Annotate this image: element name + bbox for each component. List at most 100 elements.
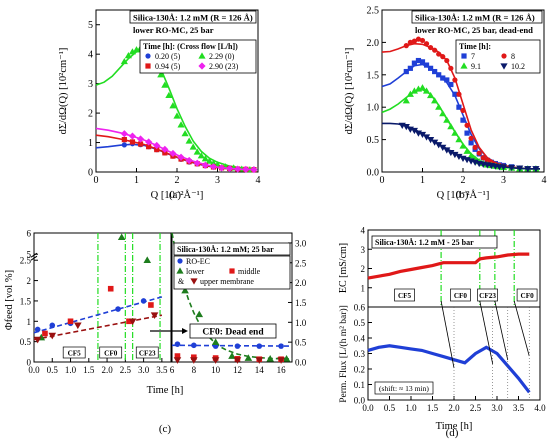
trend-line <box>33 296 163 334</box>
data-point <box>432 47 438 53</box>
annotation-frame <box>189 323 277 339</box>
y-axis-tick-label: 2 <box>88 109 93 120</box>
data-point <box>173 112 181 119</box>
x-axis-tick-label: 2 <box>461 175 466 186</box>
data-point <box>448 81 454 88</box>
annotation: (shift: ≈ 13 min) <box>379 384 429 393</box>
x-axis-tick-label: 0 <box>94 175 99 186</box>
x-axis-tick-label: 0 <box>380 175 385 186</box>
data-point <box>467 152 475 159</box>
data-point <box>228 352 236 359</box>
data-point <box>464 122 470 128</box>
trend-line <box>33 314 163 341</box>
legend-marker <box>460 62 468 69</box>
x-axis-tick-label: 2.5 <box>470 403 482 413</box>
data-point <box>422 87 431 94</box>
bottom-y-axis-label: Perm. Flux [L/(h m² bar)] <box>338 305 349 403</box>
chart-title: Silica-130Å: 1.2 mM (R = 126 Å) <box>133 13 253 23</box>
legend-label: & <box>178 277 185 286</box>
left-x-axis-tick-label: 2.5 <box>120 365 132 375</box>
title-frame <box>173 242 291 256</box>
y-axis-tick-label: 3 <box>88 79 93 90</box>
axis-break-mark <box>30 255 38 261</box>
data-point <box>33 336 42 344</box>
data-point <box>443 147 451 154</box>
x-axis-tick-label: 4 <box>256 175 261 186</box>
data-point <box>136 135 145 143</box>
data-point <box>277 357 285 364</box>
legend-label: lower <box>186 267 205 276</box>
legend-label: middle <box>238 267 261 276</box>
x-axis-tick-label: 4.0 <box>534 403 546 413</box>
data-point <box>120 57 128 65</box>
data-point <box>456 104 462 110</box>
data-point <box>107 285 114 292</box>
series-2.90 (23) <box>95 127 258 174</box>
legend-label: 9.1 <box>471 62 481 71</box>
data-point <box>137 141 144 147</box>
data-point <box>476 150 482 156</box>
data-point <box>193 159 201 167</box>
data-point <box>128 132 137 140</box>
data-point <box>435 142 443 149</box>
legend-marker <box>500 63 508 70</box>
legend-marker <box>145 63 151 69</box>
data-point <box>472 144 478 150</box>
shift-arrow <box>494 300 509 361</box>
left-y-axis-tick-label: 5 <box>27 250 32 260</box>
data-point <box>217 164 226 172</box>
right-y-axis-tick-label: 1.0 <box>295 318 307 328</box>
legend-marker <box>190 278 198 285</box>
legend-label: 8 <box>511 52 515 61</box>
panel-b: 0 1 2 3 4 0.0 0.5 1.0 1.5 2.0 2.5 Q [10⁻²Å⁻¹] dΣ/dΩ(… <box>344 6 547 202</box>
legend-label: 7 <box>471 52 475 61</box>
data-point <box>444 77 450 83</box>
data-point <box>174 353 181 359</box>
right-y-axis-tick-label: 3.0 <box>295 238 307 248</box>
data-point <box>402 124 410 131</box>
data-point <box>480 155 486 161</box>
data-point <box>407 39 413 46</box>
left-y-axis-tick-label: 0.5 <box>20 337 32 347</box>
data-point <box>169 149 177 158</box>
data-point <box>455 136 463 143</box>
data-point <box>197 152 205 159</box>
panel-label: (b) <box>456 189 469 201</box>
bottom-y-axis-tick-label: 0.5 <box>354 318 366 328</box>
data-point <box>121 142 127 148</box>
data-point <box>428 44 434 51</box>
legend-frame <box>139 39 257 74</box>
data-point <box>201 155 209 162</box>
data-point <box>418 84 427 91</box>
data-point <box>145 138 153 146</box>
data-point <box>431 139 439 146</box>
region-label: CF23 <box>479 292 496 300</box>
data-point <box>524 166 532 173</box>
panel-label: (c) <box>159 423 172 435</box>
chart-title: Silica-130Å: 1.2 mM (R = 126 Å) <box>415 13 535 23</box>
chart-title: Silica-130Å: 1.2 mM - 25 bar <box>375 238 474 247</box>
data-point <box>436 51 442 57</box>
left-y-axis-tick-label: 2.5 <box>20 256 32 266</box>
legend-frame <box>455 39 541 74</box>
data-point <box>49 322 56 329</box>
title-box: Silica-130Å: 1.2 mM (R = 126 Å) lower RO-… <box>411 10 543 35</box>
y-axis-label: Φfeed [vol %] <box>4 270 15 330</box>
y-axis-tick-label: 5 <box>88 20 93 31</box>
x-axis-tick-label: 0.5 <box>384 403 396 413</box>
data-point <box>140 298 147 304</box>
data-point <box>115 306 121 312</box>
data-point <box>423 41 430 47</box>
panel-a: 0 1 2 3 4 0 1 2 3 4 5 Q [10⁻²Å⁻¹] dΣ/dΩ(Q) [10²cm⁻¹]… <box>58 9 261 201</box>
data-point <box>143 256 152 264</box>
y-axis-tick-label: 1 <box>88 138 93 149</box>
data-point <box>244 354 253 361</box>
x-axis-tick-label: 1.5 <box>427 403 439 413</box>
data-point <box>402 97 410 104</box>
bottom-y-axis-tick-label: 0.1 <box>354 380 365 390</box>
bottom-y-axis-tick-label: 0.0 <box>354 396 366 406</box>
legend: Time [h]: (Cross flow [L/h])0.20 (5) 2.29… <box>139 39 257 74</box>
data-point <box>161 81 169 88</box>
right-plot-frame <box>171 232 293 363</box>
